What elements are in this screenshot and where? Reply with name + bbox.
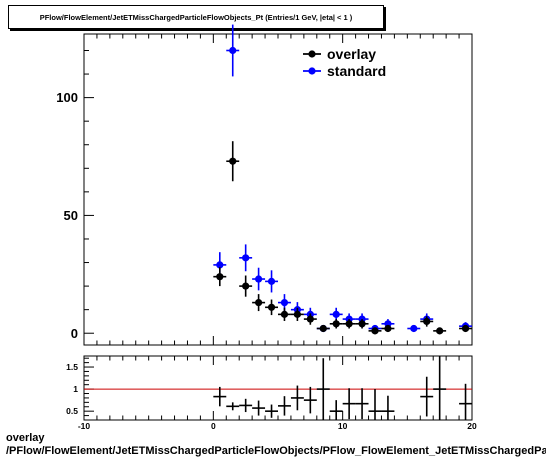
overlay-marker — [384, 324, 392, 333]
ratio-ytick-label: 0.5 — [66, 406, 78, 416]
overlay-point — [239, 275, 253, 297]
ratio-point — [213, 386, 227, 407]
standard-marker — [255, 275, 263, 283]
ratio-points — [213, 356, 472, 420]
standard-marker — [216, 261, 224, 269]
overlay-marker — [436, 327, 444, 335]
ratio-point — [433, 356, 447, 420]
ratio-point — [226, 402, 240, 411]
legend-item-standard: standard — [303, 63, 386, 79]
ratio-point — [265, 404, 278, 418]
standard-marker — [410, 324, 418, 333]
ratio-plot-panel: 0.5 1 1.5 -10 0 10 20 — [66, 355, 477, 431]
overlay-marker — [306, 315, 314, 323]
overlay-point — [459, 324, 472, 333]
legend-label: overlay — [327, 46, 376, 62]
chart-title-box: PFlow/FlowElement/JetETMissChargedPartic… — [8, 5, 384, 29]
legend-label: standard — [327, 63, 386, 79]
overlay-marker — [319, 324, 327, 333]
main-plot-frame — [83, 33, 473, 346]
ratio-point — [316, 358, 330, 420]
standard-point — [329, 307, 343, 321]
chart-title: PFlow/FlowElement/JetETMissChargedPartic… — [39, 12, 353, 22]
main-ytick-label: 100 — [56, 90, 78, 105]
standard-point — [226, 24, 240, 77]
ratio-xtick-label: 0 — [211, 421, 216, 431]
ratio-point — [290, 385, 304, 411]
overlay-marker — [255, 298, 263, 307]
standard-marker — [229, 46, 237, 55]
overlay-marker — [345, 320, 353, 328]
ratio-point — [239, 398, 253, 413]
legend-swatch-marker — [308, 67, 316, 75]
overlay-point — [381, 324, 395, 333]
overlay-point — [329, 319, 343, 329]
standard-point — [252, 267, 266, 291]
standard-point — [278, 294, 291, 312]
overlay-point — [252, 294, 266, 312]
standard-point — [407, 324, 421, 333]
ratio-point — [420, 376, 434, 417]
ratio-point — [303, 386, 317, 414]
overlay-point — [278, 307, 291, 321]
overlay-marker — [216, 273, 224, 281]
overlay-point — [265, 299, 278, 316]
standard-marker — [267, 277, 276, 285]
ratio-point — [278, 396, 291, 416]
overlay-marker — [229, 157, 237, 165]
overlay-marker — [461, 324, 470, 333]
ratio-xtick-label: 10 — [338, 421, 348, 431]
standard-point — [239, 244, 253, 272]
legend-swatch-marker — [308, 50, 316, 58]
footer-label: overlay /PFlow/FlowElement/JetETMissChar… — [6, 432, 546, 458]
ratio-point — [368, 389, 382, 420]
overlay-marker — [358, 320, 366, 328]
main-ytick-label: 50 — [64, 208, 78, 223]
footer-line-2: /PFlow/FlowElement/JetETMissChargedParti… — [6, 445, 546, 457]
overlay-point — [342, 319, 356, 329]
standard-marker — [280, 298, 289, 307]
overlay-point — [226, 141, 240, 182]
standard-marker — [242, 254, 250, 262]
overlay-point — [290, 307, 304, 321]
overlay-point — [368, 327, 382, 335]
ratio-xtick-label: 20 — [467, 421, 477, 431]
standard-point — [265, 270, 278, 293]
ratio-point — [381, 395, 395, 420]
overlay-marker — [267, 303, 276, 311]
overlay-marker — [293, 310, 301, 318]
ratio-xtick-label: -10 — [78, 421, 91, 431]
overlay-point — [433, 327, 447, 335]
standard-marker — [332, 310, 340, 318]
main-ytick-label: 0 — [71, 326, 78, 341]
overlay-marker — [371, 327, 379, 335]
overlay-point — [420, 316, 434, 327]
overlay-point — [355, 319, 369, 329]
footer-line-1: overlay — [6, 432, 45, 444]
ratio-point — [342, 388, 356, 420]
overlay-marker — [332, 320, 340, 328]
overlay-point — [303, 313, 317, 325]
overlay-point — [213, 267, 227, 287]
ratio-point — [329, 400, 343, 420]
ratio-point — [459, 383, 472, 420]
legend-item-overlay: overlay — [303, 46, 376, 62]
ratio-point — [355, 388, 369, 420]
overlay-point — [316, 324, 330, 333]
ratio-point — [252, 400, 266, 416]
overlay-marker — [280, 310, 289, 318]
overlay-marker — [423, 317, 431, 326]
ratio-ytick-label: 1 — [73, 384, 78, 394]
overlay-marker — [242, 282, 250, 290]
ratio-ytick-label: 1.5 — [66, 362, 78, 372]
